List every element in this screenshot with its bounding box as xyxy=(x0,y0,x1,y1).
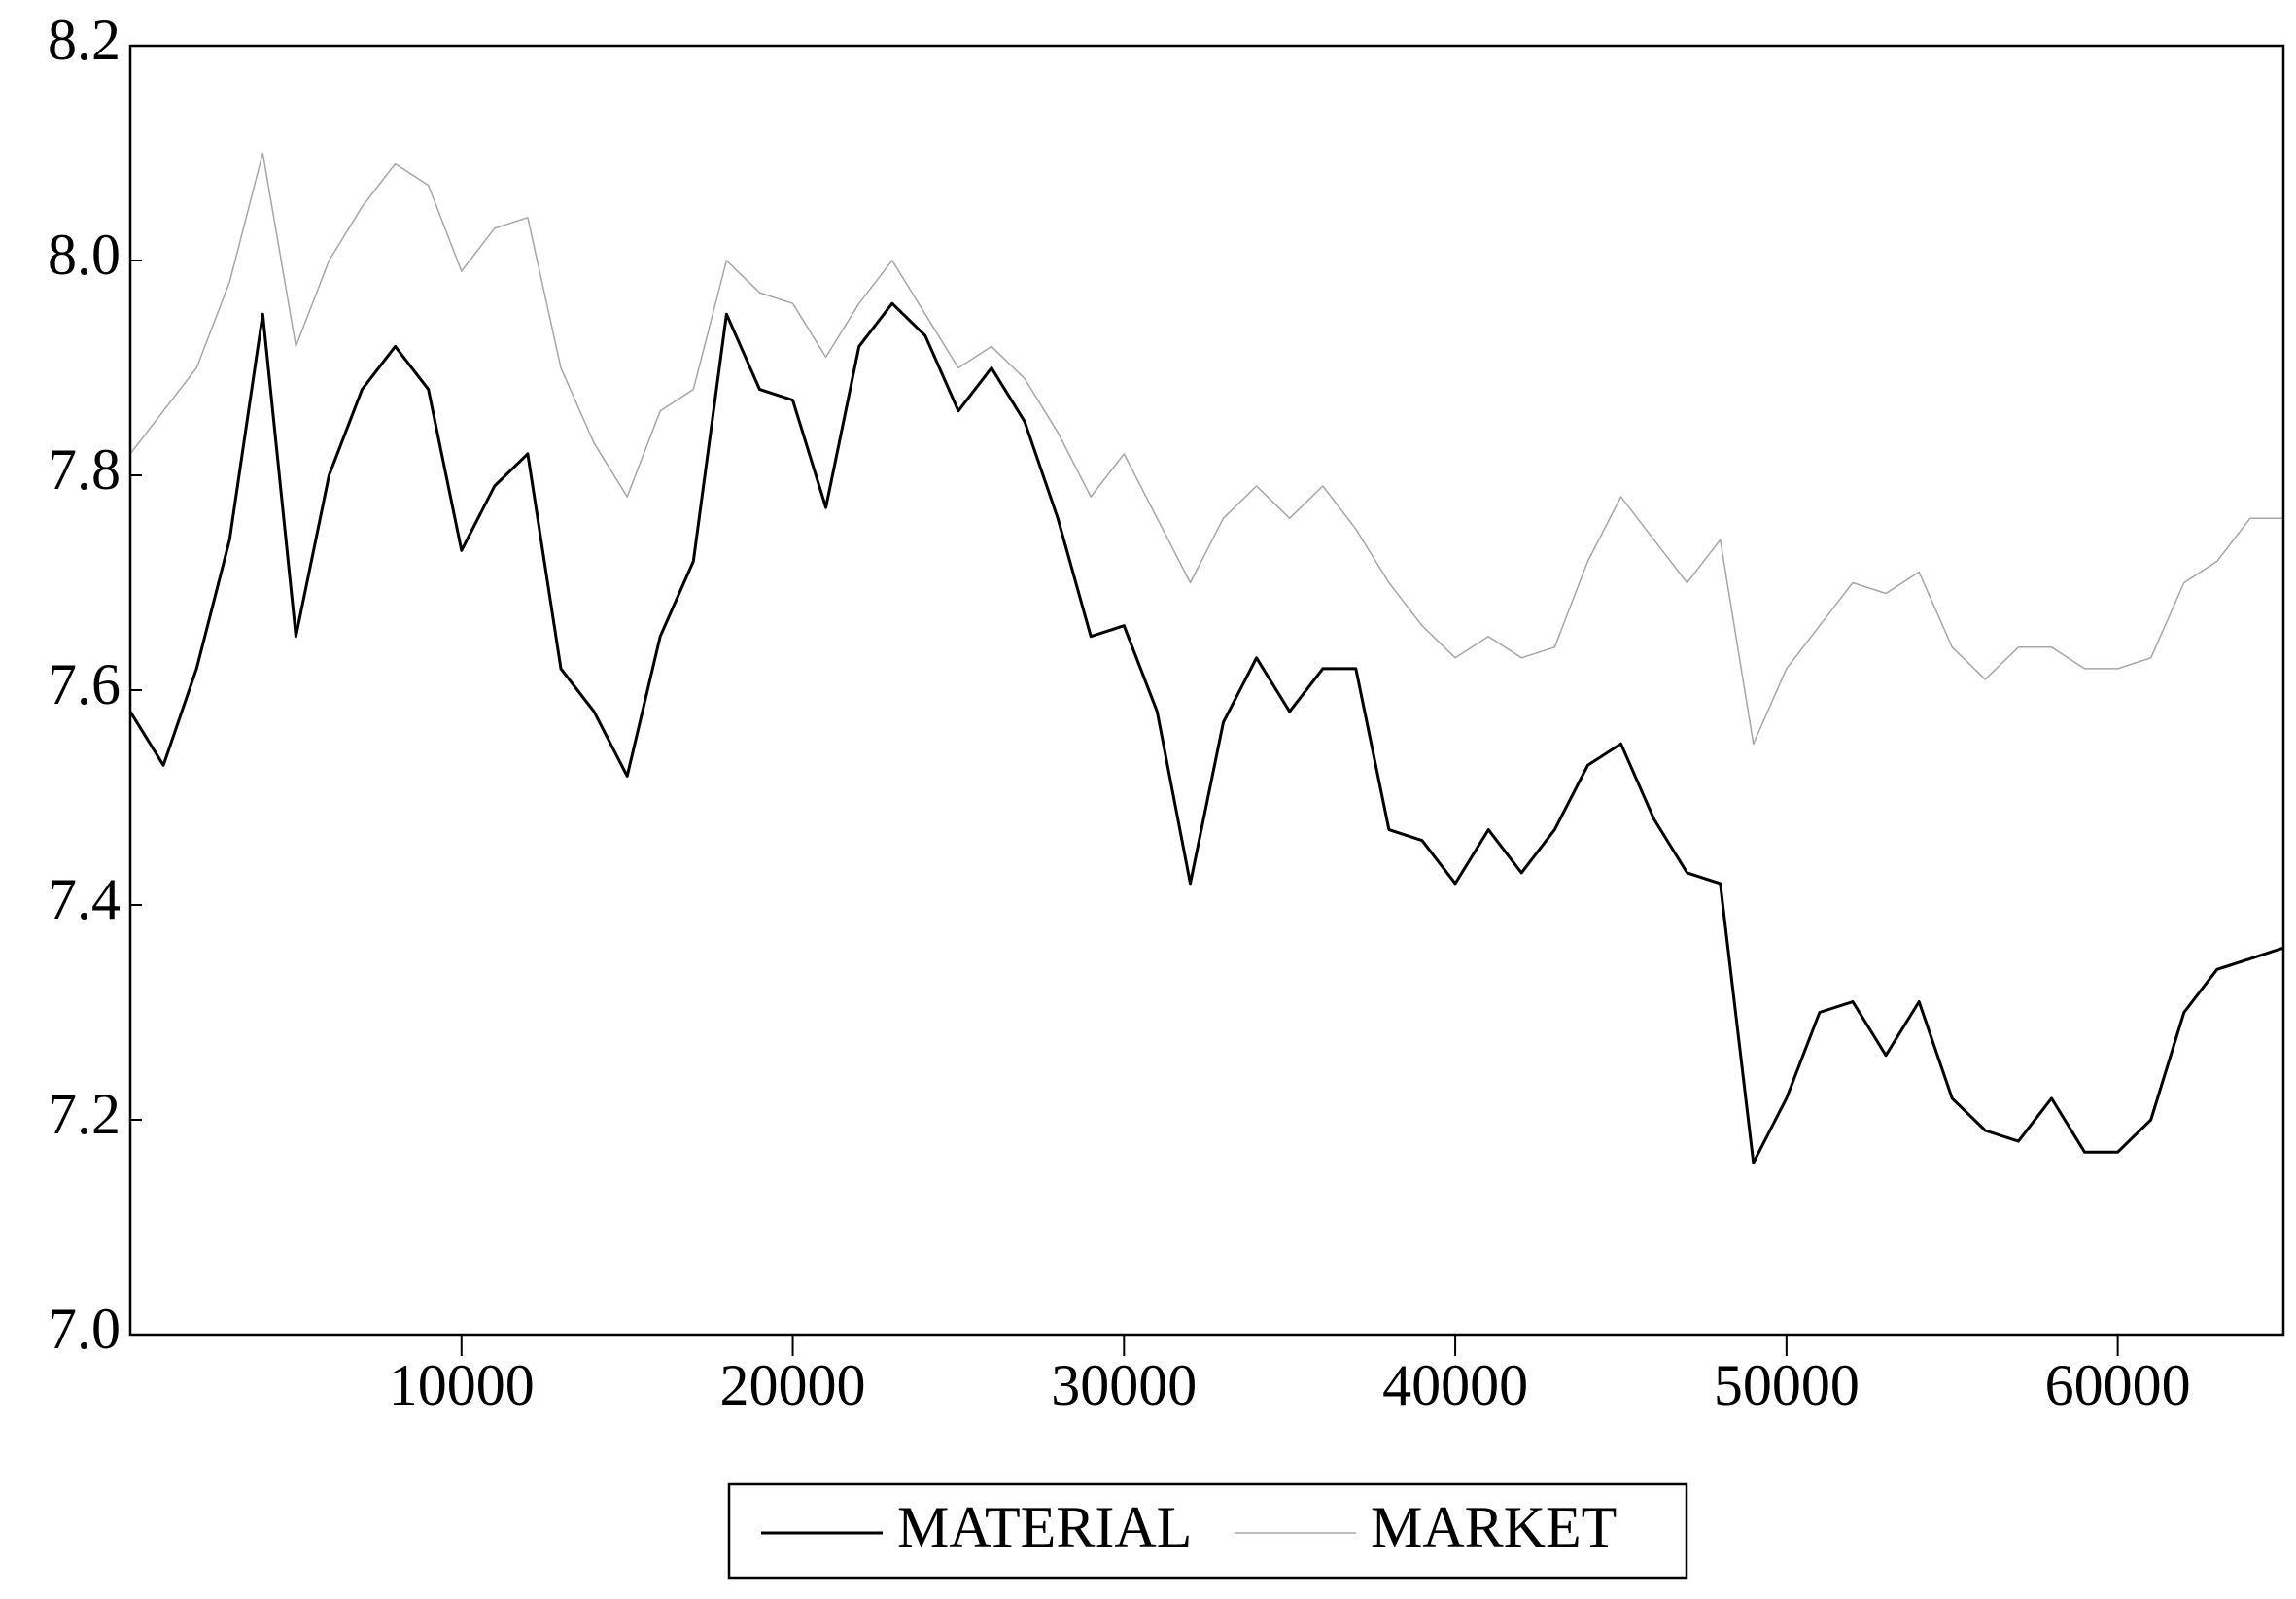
x-tick-label: 30000 xyxy=(1051,1353,1197,1417)
series-line xyxy=(129,152,2283,745)
y-tick-label: 8.0 xyxy=(48,223,121,287)
x-tick-label: 20000 xyxy=(720,1353,866,1417)
legend-box xyxy=(727,1482,1688,1580)
y-tick-label: 7.2 xyxy=(48,1082,121,1146)
plot-frame xyxy=(128,44,2285,1337)
x-tick-label: 50000 xyxy=(1714,1353,1860,1417)
x-tick-label: 60000 xyxy=(2045,1353,2191,1417)
legend-label: MARKET xyxy=(1371,1495,1617,1559)
x-tick-label: 10000 xyxy=(389,1353,535,1417)
y-tick-label: 7.4 xyxy=(48,867,121,931)
y-tick-label: 7.6 xyxy=(48,652,121,716)
y-tick-label: 7.0 xyxy=(48,1297,121,1361)
y-tick-label: 7.8 xyxy=(48,437,121,502)
x-tick-label: 40000 xyxy=(1382,1353,1528,1417)
legend-label: MATERIAL xyxy=(897,1495,1192,1559)
y-tick-label: 8.2 xyxy=(48,8,121,72)
series-line xyxy=(128,301,2284,1164)
